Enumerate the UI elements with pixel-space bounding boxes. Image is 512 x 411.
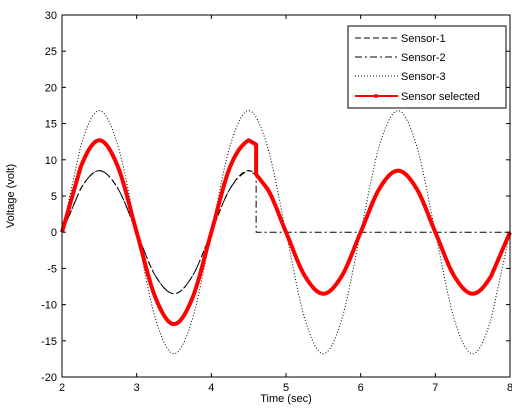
y-tick-label-0: 0 bbox=[51, 227, 57, 239]
series-line-sensor-selected bbox=[60, 138, 512, 327]
y-tick-label-25: 25 bbox=[45, 46, 57, 58]
x-tick-label-5: 5 bbox=[283, 382, 289, 394]
y-tick-label--5: -5 bbox=[47, 263, 57, 275]
legend-label-sensor-3: Sensor-3 bbox=[401, 71, 446, 83]
legend-box bbox=[347, 25, 507, 109]
ticks-layer: 2 3 4 5 6 7 8 -20 -15 -10 -5 0 5 10 15 20 25 30 bbox=[41, 10, 512, 394]
series-line-sensor-2 bbox=[61, 170, 510, 295]
legend-label-sensor-2: Sensor-2 bbox=[401, 52, 446, 64]
y-tick-label-5: 5 bbox=[51, 191, 57, 203]
x-tick-label-4: 4 bbox=[208, 382, 214, 394]
y-axis-label: Voltage (volt) bbox=[5, 164, 17, 228]
y-tick-label--15: -15 bbox=[41, 336, 57, 348]
legend-label-sensor-selected: Sensor selected bbox=[401, 91, 480, 103]
x-tick-label-2: 2 bbox=[59, 382, 65, 394]
y-tick-label-20: 20 bbox=[45, 82, 57, 94]
legend-marker-sensor-selected bbox=[374, 94, 378, 98]
y-tick-label--10: -10 bbox=[41, 300, 57, 312]
x-tick-label-6: 6 bbox=[358, 382, 364, 394]
x-axis-label: Time (sec) bbox=[260, 393, 312, 405]
legend-label-sensor-1: Sensor-1 bbox=[401, 33, 446, 45]
x-tick-label-8: 8 bbox=[507, 382, 512, 394]
y-tick-label-10: 10 bbox=[45, 155, 57, 167]
y-tick-label--20: -20 bbox=[41, 372, 57, 384]
x-tick-label-7: 7 bbox=[432, 382, 438, 394]
y-tick-label-15: 15 bbox=[45, 119, 57, 131]
x-tick-label-3: 3 bbox=[134, 382, 140, 394]
series-layer bbox=[60, 110, 512, 355]
y-tick-label-30: 30 bbox=[45, 10, 57, 22]
legend: Sensor-1 Sensor-2 Sensor-3 Sensor select… bbox=[347, 25, 507, 109]
